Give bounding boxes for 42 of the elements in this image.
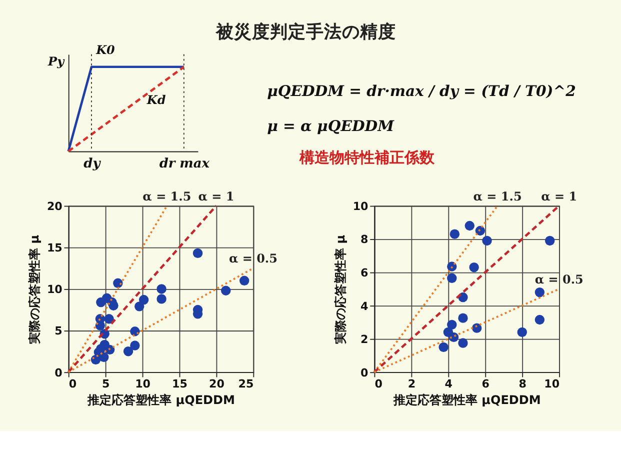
- x-tick-label: 4: [444, 377, 453, 390]
- y-axis-title: 実際の応答塑性率 μ: [334, 234, 348, 345]
- x-tick-label: 20: [208, 377, 225, 390]
- y-tick-label: 15: [46, 242, 62, 255]
- series-label: α = 1: [541, 189, 578, 204]
- x-tick-label: 25: [238, 377, 254, 390]
- x-tick-label: 10: [544, 377, 560, 390]
- y-axis-title: 実際の応答塑性率 μ: [28, 234, 42, 345]
- text: 被災度判定手法の精度: [215, 22, 396, 43]
- x-tick-label: 2: [408, 377, 416, 390]
- x-tick-label: 5: [102, 377, 110, 390]
- annotation: Kd: [146, 93, 166, 108]
- series-label: α = 1: [198, 189, 234, 204]
- y-tick-label: 8: [360, 233, 369, 246]
- x-axis-title: 推定応答塑性率 μQEDDM: [86, 393, 235, 408]
- y-tick-label: 6: [360, 266, 369, 280]
- y-tick-label: 20: [46, 200, 63, 213]
- series-label: α = 0.5: [228, 252, 278, 266]
- x-tick-label: 0: [374, 377, 383, 390]
- text: K0: [95, 43, 116, 58]
- y-tick-label: 4: [360, 300, 369, 313]
- series-label: α = 1.5: [473, 189, 522, 204]
- x-tick-label: 10: [135, 377, 151, 390]
- x-axis-title: 推定応答塑性率 μQEDDM: [392, 393, 541, 408]
- text: 構造物特性補正係数: [298, 149, 436, 166]
- text: Py: [47, 54, 66, 68]
- x-tick-label: 0: [68, 377, 77, 390]
- x-tick-label: dr max: [159, 156, 210, 172]
- y-tick-label: 10: [352, 200, 369, 213]
- x-tick-label: 8: [518, 377, 527, 390]
- text: μQEDDM = dr·max / dy = (Td / T0)^2: [267, 82, 576, 100]
- text: μ = α μQEDDM: [267, 118, 395, 135]
- x-tick-label: 15: [172, 377, 188, 390]
- y-tick-label: 2: [360, 333, 368, 346]
- y-tick-label: 0: [54, 366, 63, 380]
- series-label: α = 0.5: [534, 272, 584, 286]
- series-label: α = 1.5: [142, 189, 192, 204]
- y-tick-label: 0: [360, 366, 369, 380]
- x-tick-label: 6: [482, 377, 490, 390]
- x-tick-label: dy: [84, 156, 102, 172]
- y-tick-label: 5: [54, 324, 62, 338]
- y-tick-label: 10: [46, 283, 63, 296]
